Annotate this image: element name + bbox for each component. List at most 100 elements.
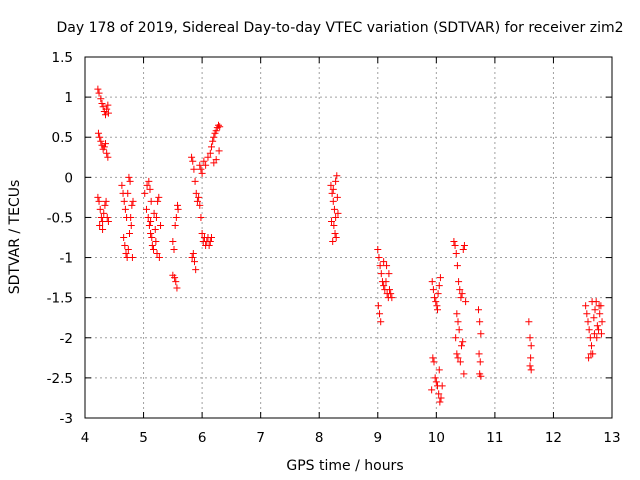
data-point <box>430 358 438 366</box>
data-point <box>129 197 137 205</box>
data-point <box>150 246 158 254</box>
y-tick-label: -1 <box>60 251 73 267</box>
data-point <box>207 143 215 151</box>
data-point <box>584 318 592 326</box>
data-point <box>100 209 108 217</box>
data-point <box>96 205 104 213</box>
data-point <box>145 221 153 229</box>
data-point <box>455 278 463 286</box>
grid <box>85 57 612 418</box>
data-point <box>212 127 220 135</box>
y-tick-label: -0.5 <box>47 210 73 226</box>
data-point <box>380 258 388 266</box>
data-point <box>459 338 467 346</box>
data-point <box>95 197 103 205</box>
data-point <box>174 205 182 213</box>
x-axis-label: GPS time / hours <box>286 458 403 474</box>
x-tick-label: 13 <box>603 430 620 446</box>
data-point <box>585 354 593 362</box>
data-point <box>215 121 223 129</box>
x-axis-tick-labels: 4 5 6 7 8 9 10 11 12 13 <box>81 430 621 446</box>
data-point <box>454 318 462 326</box>
data-point <box>452 334 460 342</box>
axis-ticks <box>84 56 613 419</box>
data-point <box>121 205 129 213</box>
x-tick-label: 12 <box>545 430 562 446</box>
data-point <box>100 143 108 151</box>
data-point <box>148 242 156 250</box>
data-point <box>206 149 214 157</box>
data-point <box>103 149 111 157</box>
data-point <box>456 358 464 366</box>
data-point <box>98 100 106 108</box>
data-point <box>586 334 594 342</box>
data-point <box>197 213 205 221</box>
data-point <box>99 217 107 225</box>
data-point <box>436 398 444 406</box>
data-point <box>190 258 198 266</box>
data-point <box>197 165 205 173</box>
data-point <box>94 85 102 93</box>
data-point <box>460 242 468 250</box>
data-point <box>438 382 446 390</box>
data-point <box>99 103 107 111</box>
data-point <box>157 221 165 229</box>
y-tick-label: 1.5 <box>52 50 73 66</box>
data-point <box>141 189 149 197</box>
data-point <box>120 234 128 241</box>
data-point <box>593 322 601 330</box>
y-tick-label: -3 <box>60 411 73 427</box>
data-point <box>94 129 102 137</box>
data-point <box>155 193 163 201</box>
data-point <box>434 290 442 298</box>
data-point <box>97 95 105 103</box>
y-tick-label: 0 <box>64 170 73 186</box>
data-point <box>143 181 151 189</box>
data-point <box>590 330 598 338</box>
data-point <box>385 286 393 294</box>
x-tick-label: 11 <box>486 430 503 446</box>
data-point <box>169 238 177 246</box>
data-point <box>126 229 134 237</box>
data-point <box>435 282 443 290</box>
data-point <box>582 302 590 310</box>
data-point <box>148 234 156 241</box>
data-point <box>388 294 396 302</box>
data-point <box>121 242 129 250</box>
data-point <box>147 217 155 225</box>
data-point <box>188 254 196 262</box>
data-point <box>526 334 534 342</box>
plot-frame <box>84 56 613 419</box>
data-point <box>333 193 341 201</box>
data-point <box>212 156 220 164</box>
data-point <box>327 181 335 189</box>
data-point <box>428 386 436 394</box>
data-point <box>169 271 177 279</box>
data-point <box>198 169 206 177</box>
data-point <box>332 177 340 185</box>
data-point <box>456 286 464 294</box>
data-point <box>453 350 461 358</box>
data-point <box>598 318 606 326</box>
data-point <box>332 234 340 241</box>
data-point <box>174 201 182 209</box>
x-tick-label: 6 <box>198 430 207 446</box>
data-point <box>128 201 136 209</box>
data-point <box>101 201 109 209</box>
data-point <box>124 189 132 197</box>
y-tick-label: -2.5 <box>47 371 73 387</box>
data-point <box>196 201 204 209</box>
data-point <box>527 366 535 374</box>
data-point <box>433 302 441 310</box>
data-point <box>191 177 199 185</box>
data-point <box>205 242 213 250</box>
data-point <box>436 274 444 282</box>
data-point <box>377 270 385 278</box>
data-point <box>588 298 596 306</box>
data-points <box>94 85 606 406</box>
data-point <box>474 306 482 314</box>
data-point <box>477 372 485 380</box>
data-point <box>96 221 104 229</box>
data-point <box>476 318 484 326</box>
data-point <box>172 278 180 286</box>
